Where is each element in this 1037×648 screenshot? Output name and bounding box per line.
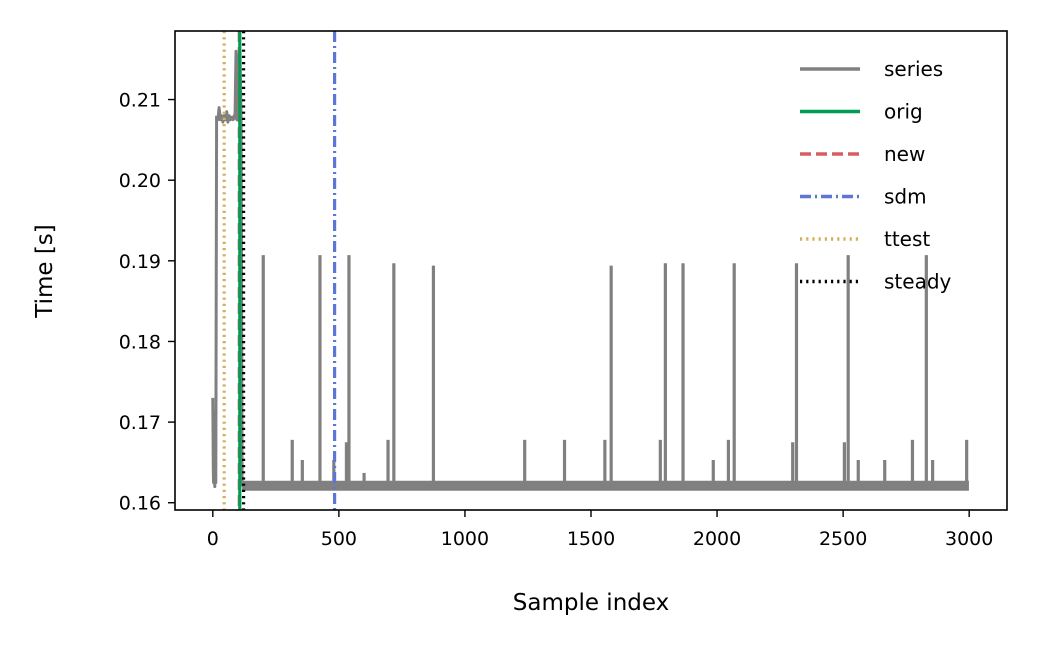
x-tick-label: 500 — [321, 528, 357, 550]
legend-label-ttest: ttest — [884, 227, 930, 251]
y-tick-label: 0.18 — [119, 331, 161, 353]
y-tick-label: 0.20 — [119, 170, 161, 192]
x-tick-label: 1500 — [567, 528, 615, 550]
legend-label-series: series — [884, 57, 943, 81]
legend-label-sdm: sdm — [884, 185, 927, 209]
x-axis-label: Sample index — [513, 590, 669, 616]
legend-label-steady: steady — [884, 270, 952, 294]
x-tick-label: 3000 — [945, 528, 993, 550]
legend-label-new: new — [884, 142, 925, 166]
legend-label-orig: orig — [884, 100, 923, 124]
series-line-series — [211, 49, 969, 491]
y-tick-label: 0.19 — [119, 251, 161, 273]
x-tick-label: 1000 — [441, 528, 489, 550]
x-tick-label: 2500 — [819, 528, 867, 550]
plot-frame — [174, 30, 1008, 511]
y-tick-label: 0.16 — [119, 493, 161, 515]
x-tick-label: 2000 — [693, 528, 741, 550]
legend: series orig new sdm ttest steady — [800, 57, 952, 294]
y-tick-label: 0.21 — [119, 90, 161, 112]
y-axis-label: Time [s] — [32, 224, 58, 319]
y-tick-label: 0.17 — [119, 412, 161, 434]
x-tick-label: 0 — [207, 528, 219, 550]
